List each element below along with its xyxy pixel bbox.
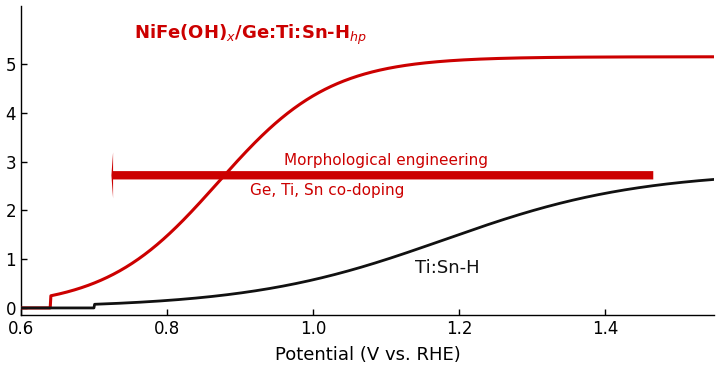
Text: NiFe(OH)$_x$/Ge:Ti:Sn-H$_{hp}$: NiFe(OH)$_x$/Ge:Ti:Sn-H$_{hp}$ bbox=[134, 23, 367, 47]
X-axis label: Potential (V vs. RHE): Potential (V vs. RHE) bbox=[275, 346, 461, 364]
Text: Ti:Sn-H: Ti:Sn-H bbox=[415, 259, 480, 277]
Text: Morphological engineering: Morphological engineering bbox=[284, 153, 488, 168]
Text: Ge, Ti, Sn co-doping: Ge, Ti, Sn co-doping bbox=[251, 182, 405, 198]
